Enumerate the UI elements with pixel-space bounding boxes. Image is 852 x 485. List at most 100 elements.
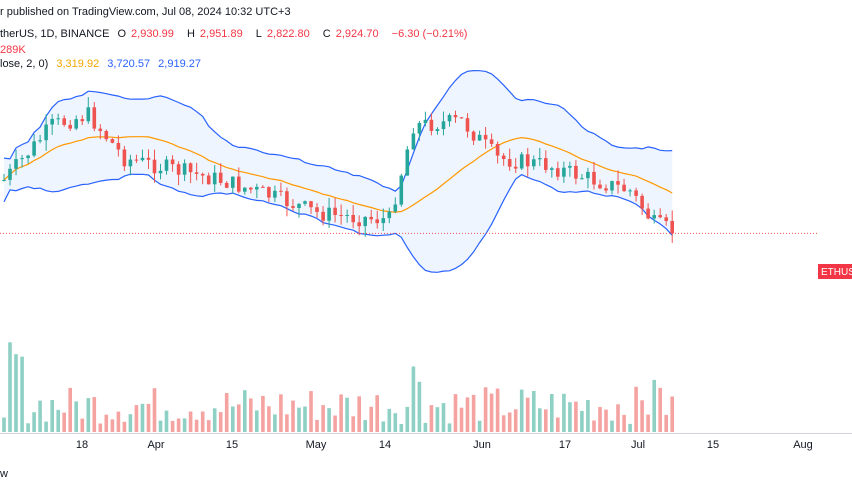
- candle-body: [68, 124, 72, 129]
- volume-bar: [519, 389, 524, 432]
- volume-bar: [568, 402, 572, 432]
- price-tag: ETHUS: [818, 264, 852, 279]
- candle: [291, 199, 295, 211]
- time-axis: 18 Apr 15 May 14 Jun 17 Jul 15 Aug: [0, 433, 852, 451]
- candle-body: [399, 175, 404, 205]
- candle-body: [309, 201, 313, 208]
- volume-bar: [525, 397, 530, 432]
- volume-bar: [285, 414, 289, 432]
- open-value: 2,930.99: [131, 28, 174, 40]
- volume-bar: [622, 414, 626, 432]
- candle-body: [303, 201, 307, 204]
- low-value: 2,822.80: [266, 28, 310, 40]
- candle: [255, 183, 259, 199]
- candle: [544, 150, 548, 173]
- candle-body: [116, 142, 121, 150]
- candle-body: [224, 182, 229, 188]
- candle: [2, 173, 6, 182]
- candle-body: [152, 159, 157, 174]
- candle-body: [92, 107, 97, 129]
- candle: [393, 197, 398, 214]
- candle: [525, 147, 530, 177]
- candle: [74, 115, 78, 131]
- price-tag-bg: [818, 264, 852, 279]
- candle-body: [525, 154, 530, 167]
- volume-bar: [176, 418, 181, 432]
- x-tick-label: 15: [226, 439, 238, 451]
- volume-bar: [369, 406, 373, 432]
- candle-body: [50, 118, 54, 125]
- volume-bar: [393, 413, 398, 432]
- volume-bar: [435, 407, 440, 432]
- candle: [447, 113, 452, 127]
- candle: [556, 161, 560, 181]
- candle: [315, 203, 319, 218]
- candle-body: [351, 215, 355, 223]
- candle: [188, 162, 193, 184]
- x-tick-label: 18: [76, 439, 88, 451]
- candle: [285, 187, 289, 217]
- volume-bar: [363, 420, 367, 432]
- change-value: −6.30 (−0.21%): [391, 28, 468, 40]
- high-value: 2,951.89: [199, 28, 243, 40]
- candle: [351, 205, 355, 229]
- volume-bar: [640, 400, 644, 432]
- candle-body: [158, 170, 163, 174]
- x-tick-label: Apr: [147, 439, 164, 451]
- candle-body: [387, 211, 392, 219]
- volume-bar: [574, 401, 578, 432]
- candle-body: [363, 216, 367, 227]
- candle: [610, 180, 614, 195]
- candle-body: [14, 159, 18, 169]
- candle-body: [610, 181, 614, 191]
- volume-bar: [279, 394, 283, 432]
- volume-bar: [429, 405, 434, 432]
- candle-body: [249, 187, 253, 190]
- candle: [279, 182, 283, 197]
- volume-bar: [604, 409, 608, 432]
- low-label: L: [255, 28, 262, 40]
- candle: [429, 113, 434, 136]
- volume-bar: [628, 423, 632, 432]
- candle-body: [405, 149, 410, 176]
- volume-bar: [206, 420, 211, 432]
- candle-body: [231, 176, 235, 188]
- candle: [146, 149, 151, 170]
- x-tick-label: 15: [707, 439, 719, 451]
- candle-body: [628, 190, 632, 192]
- volume-bar: [387, 408, 392, 432]
- candle: [243, 187, 247, 195]
- volume-bar: [447, 423, 452, 432]
- candle: [212, 164, 217, 192]
- candle: [44, 114, 48, 151]
- candle: [646, 203, 650, 220]
- volume-bar: [423, 422, 428, 432]
- candle: [664, 213, 668, 226]
- volume-bar: [98, 423, 103, 432]
- candle: [459, 117, 464, 119]
- candle: [532, 155, 536, 170]
- candle-body: [483, 134, 488, 140]
- candle-body: [519, 154, 524, 169]
- candle-body: [176, 164, 181, 175]
- candle-body: [218, 172, 223, 183]
- bollinger-bands: [0, 69, 818, 273]
- volume-bar: [550, 394, 554, 432]
- candle: [267, 186, 271, 202]
- candle: [381, 208, 386, 231]
- candle-body: [315, 207, 319, 212]
- volume-bar: [489, 393, 494, 432]
- candle-body: [562, 167, 566, 177]
- candle: [261, 185, 265, 188]
- volume-bar: [556, 417, 560, 432]
- candle: [435, 127, 440, 135]
- candle-body: [188, 163, 193, 173]
- candle: [417, 121, 422, 141]
- candles: [2, 97, 674, 243]
- volume-value: 289K: [0, 44, 26, 56]
- candle: [80, 115, 85, 126]
- candle-body: [652, 215, 656, 219]
- candle: [501, 153, 506, 166]
- candle-body: [285, 191, 289, 207]
